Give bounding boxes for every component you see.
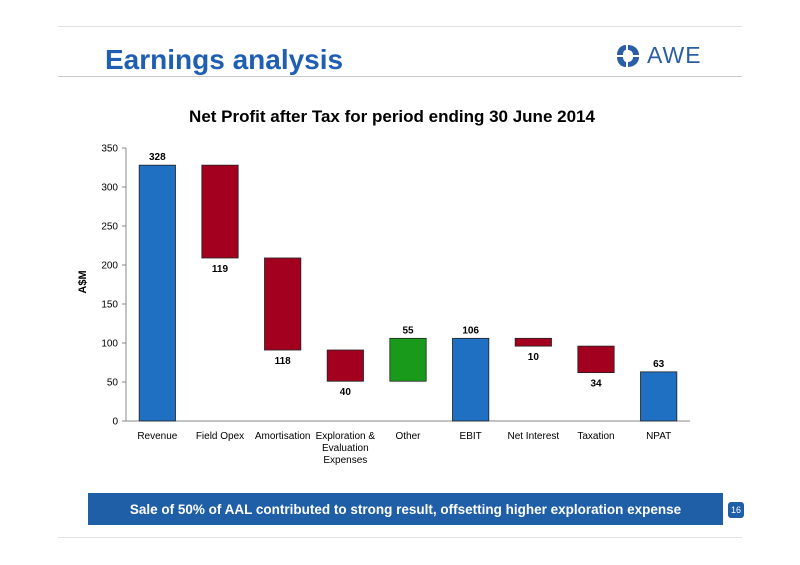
bar-taxation xyxy=(577,345,615,374)
waterfall-chart: Net Profit after Tax for period ending 3… xyxy=(77,107,690,466)
y-tick-label: 150 xyxy=(101,300,118,311)
slide-title: Earnings analysis xyxy=(105,44,344,75)
data-label: 106 xyxy=(462,325,479,336)
summary-banner: Sale of 50% of AAL contributed to strong… xyxy=(88,493,723,525)
awe-logo: AWE xyxy=(615,42,702,69)
y-tick-label: 100 xyxy=(101,339,118,350)
bar-ebit xyxy=(452,337,490,422)
chart-data-labels: 328 119 118 40 55 106 10 34 63 xyxy=(149,152,665,398)
bar-exploration-evaluation-expenses xyxy=(326,349,364,382)
awe-logo-text: AWE xyxy=(647,42,702,68)
chart-axes: 0 50 100 150 200 250 300 350 xyxy=(101,144,690,428)
y-tick-label: 250 xyxy=(101,222,118,233)
chart-title: Net Profit after Tax for period ending 3… xyxy=(189,107,595,126)
y-tick-label: 0 xyxy=(112,417,118,428)
summary-banner-text: Sale of 50% of AAL contributed to strong… xyxy=(129,501,682,517)
page-number: 16 xyxy=(728,502,744,518)
data-label: 328 xyxy=(149,152,166,163)
bar-other xyxy=(389,337,427,382)
y-axis-label: A$M xyxy=(77,270,89,293)
x-tick-label: Amortisation xyxy=(255,431,311,442)
bar-net-interest xyxy=(514,337,552,347)
awe-logo-icon xyxy=(617,44,639,67)
data-label: 55 xyxy=(402,325,414,336)
bar-revenue xyxy=(138,164,176,422)
x-tick-label: Other xyxy=(395,431,421,442)
x-axis-ticks: Revenue Field Opex Amortisation Exploration… xyxy=(137,431,671,466)
title-divider xyxy=(58,76,742,77)
y-tick-label: 50 xyxy=(107,378,119,389)
y-tick-label: 200 xyxy=(101,261,118,272)
x-tick-label: Field Opex xyxy=(196,431,244,442)
chart-bars xyxy=(138,164,678,422)
slide-frame xyxy=(58,26,742,538)
x-tick-label: Taxation xyxy=(577,431,614,442)
y-tick-label: 300 xyxy=(101,183,118,194)
data-label: 40 xyxy=(340,387,352,398)
data-label: 118 xyxy=(275,356,292,367)
bar-npat xyxy=(640,371,678,422)
data-label: 119 xyxy=(212,264,229,275)
data-label: 10 xyxy=(528,352,540,363)
data-label: 34 xyxy=(590,379,602,390)
bar-amortisation xyxy=(264,257,302,351)
x-tick-label: Revenue xyxy=(137,431,177,442)
data-label: 63 xyxy=(653,359,665,370)
x-tick-label: EBIT xyxy=(460,431,482,442)
x-tick-label: Exploration & Evaluation Expenses xyxy=(316,431,376,466)
x-tick-label: Net Interest xyxy=(507,431,559,442)
y-tick-label: 350 xyxy=(101,144,118,155)
bar-field-opex xyxy=(201,164,239,259)
x-tick-label: NPAT xyxy=(646,431,671,442)
